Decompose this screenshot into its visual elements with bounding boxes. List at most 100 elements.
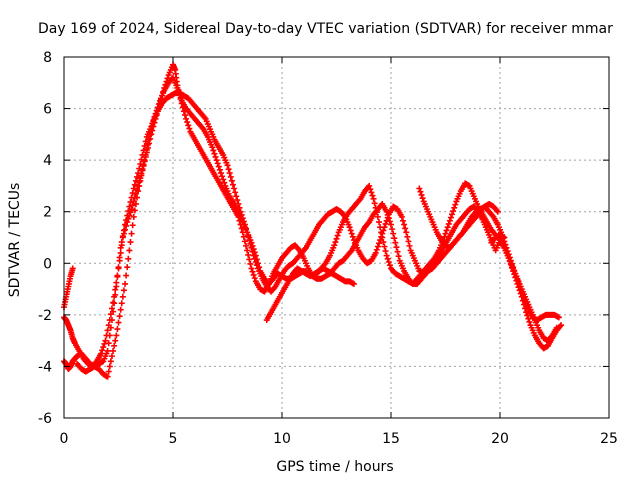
data-point	[231, 185, 238, 192]
data-point	[154, 104, 161, 111]
data-point	[104, 373, 111, 380]
data-point	[376, 240, 383, 247]
data-point	[403, 229, 410, 236]
data-point	[390, 230, 397, 237]
x-tick-label: 0	[60, 431, 69, 447]
data-point	[153, 107, 160, 114]
data-point	[391, 235, 398, 242]
data-point	[558, 322, 565, 329]
data-point	[148, 123, 155, 130]
data-point	[114, 326, 121, 333]
data-point	[346, 224, 353, 231]
data-point	[217, 170, 224, 177]
data-point	[384, 211, 391, 218]
data-point	[139, 151, 146, 158]
data-point	[406, 242, 413, 249]
data-point	[369, 192, 376, 199]
data-point	[219, 173, 226, 180]
data-point	[331, 242, 338, 249]
data-point	[120, 287, 127, 294]
data-point	[447, 214, 454, 221]
data-point	[216, 166, 223, 173]
data-point	[210, 147, 217, 154]
data-point	[122, 280, 129, 287]
x-tick-label: 20	[491, 431, 509, 447]
data-point	[441, 233, 448, 240]
data-points	[61, 61, 565, 380]
y-axis-label: SDTVAR / TECUs	[7, 183, 23, 298]
data-point	[377, 237, 384, 244]
data-point	[378, 233, 385, 240]
data-point	[333, 235, 340, 242]
data-point	[417, 188, 424, 195]
data-point	[134, 173, 141, 180]
data-point	[418, 191, 425, 198]
x-tick-label: 15	[382, 431, 400, 447]
data-point	[110, 347, 117, 354]
data-point	[137, 161, 144, 168]
data-point	[116, 254, 123, 261]
data-point	[381, 224, 388, 231]
data-point	[134, 186, 141, 193]
data-point	[381, 243, 388, 250]
y-tick-label: -2	[38, 308, 52, 324]
data-point	[128, 230, 135, 237]
data-point	[106, 332, 113, 339]
y-tick-label: 6	[43, 102, 52, 118]
data-point	[227, 173, 234, 180]
data-point	[372, 249, 379, 256]
data-point	[226, 170, 233, 177]
data-point	[129, 202, 136, 209]
data-point	[385, 215, 392, 222]
data-point	[443, 227, 450, 234]
data-point	[137, 175, 144, 182]
data-point	[127, 239, 134, 246]
data-point	[112, 337, 119, 344]
data-point	[108, 353, 115, 360]
data-point	[214, 160, 221, 167]
data-point	[243, 242, 250, 249]
data-point	[366, 182, 373, 189]
data-point	[245, 251, 252, 258]
data-point	[384, 255, 391, 262]
data-point	[334, 232, 341, 239]
data-point	[451, 204, 458, 211]
series-5	[488, 231, 508, 246]
data-point	[177, 94, 184, 101]
data-point	[105, 340, 112, 347]
data-point	[122, 221, 129, 228]
data-point	[379, 230, 386, 237]
data-point	[228, 177, 235, 184]
data-point	[252, 252, 259, 259]
data-point	[126, 203, 133, 210]
data-point	[367, 186, 374, 193]
data-point	[108, 317, 115, 324]
data-point	[389, 226, 396, 233]
data-point	[371, 200, 378, 207]
data-point	[120, 227, 127, 234]
data-point	[118, 239, 125, 246]
data-point	[150, 117, 157, 124]
data-point	[349, 233, 356, 240]
data-point	[388, 221, 394, 228]
chart-title: Day 169 of 2024, Sidereal Day-to-day VTE…	[38, 21, 613, 37]
data-point	[255, 260, 262, 267]
data-point	[553, 324, 560, 331]
data-point	[149, 120, 156, 127]
data-point	[213, 157, 220, 164]
data-point	[347, 227, 354, 234]
data-point	[117, 249, 124, 256]
data-point	[442, 230, 449, 237]
data-point	[250, 246, 257, 253]
data-point	[416, 185, 423, 192]
data-point	[392, 239, 399, 246]
data-point	[449, 211, 456, 218]
data-point	[526, 318, 533, 325]
data-point	[444, 224, 451, 231]
data-point	[215, 163, 222, 170]
series-4	[416, 185, 501, 251]
data-point	[125, 208, 132, 215]
data-point	[116, 313, 123, 320]
data-point	[175, 88, 182, 95]
